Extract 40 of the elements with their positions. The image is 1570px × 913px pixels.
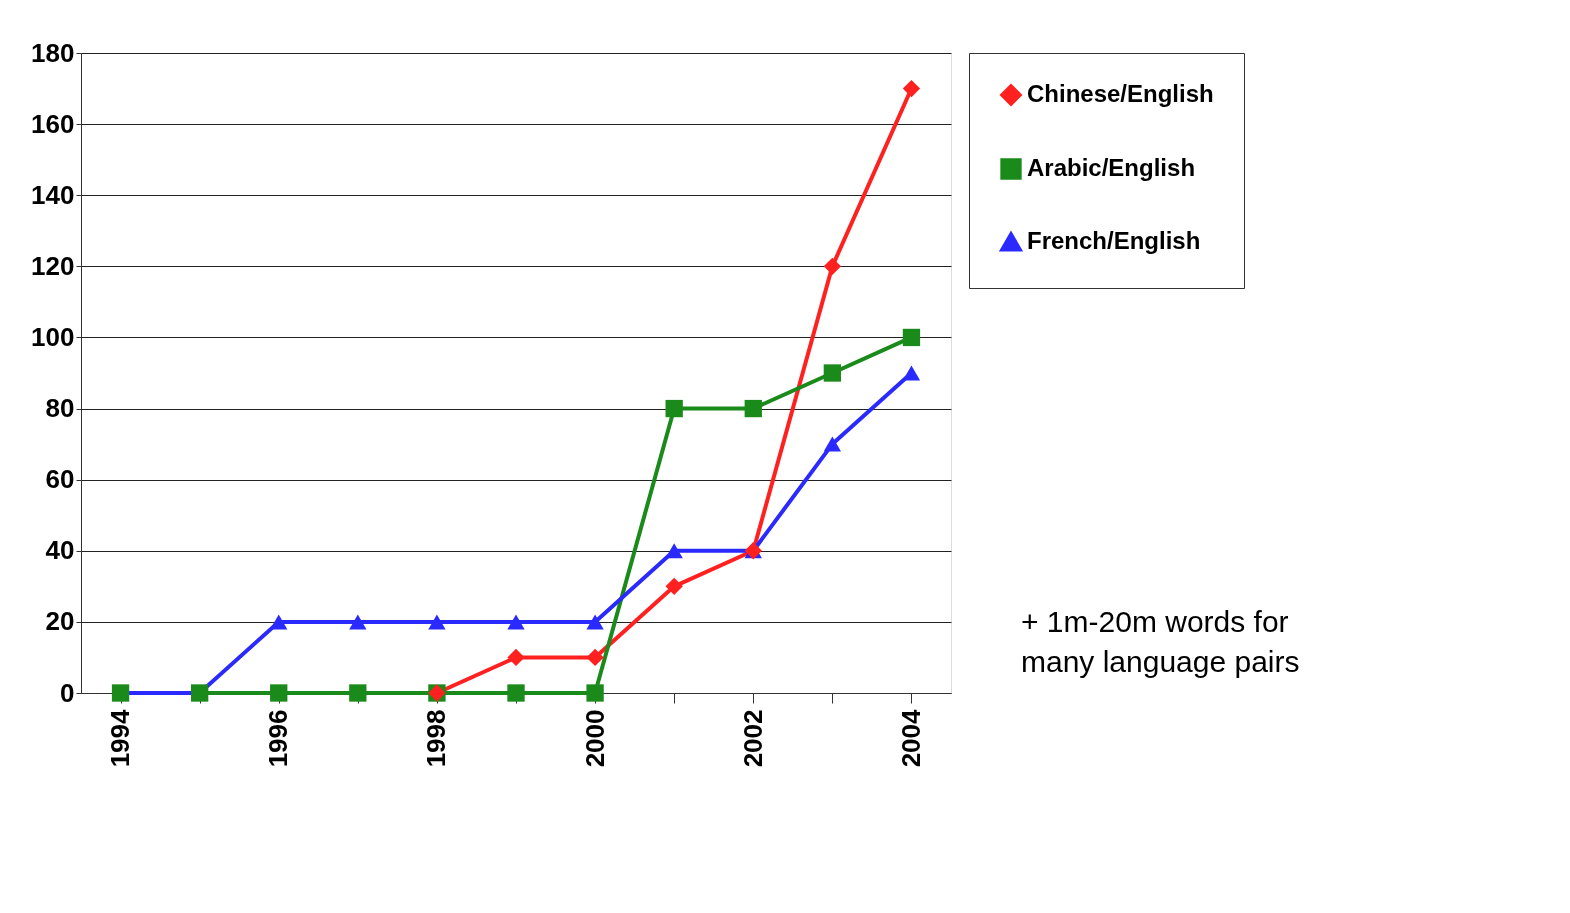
point bbox=[349, 614, 367, 630]
x-tick-label: 1996 bbox=[263, 709, 294, 768]
y-tick-label: 60 bbox=[45, 464, 75, 495]
point bbox=[744, 399, 762, 418]
point bbox=[586, 648, 604, 667]
point bbox=[428, 614, 446, 630]
y-tick-label: 140 bbox=[31, 179, 75, 210]
point bbox=[507, 614, 525, 630]
point bbox=[586, 684, 604, 702]
y-tick-label: 20 bbox=[45, 606, 75, 637]
point bbox=[507, 684, 525, 702]
legend-label: Chinese/English bbox=[1027, 80, 1214, 107]
x-tick-label: 2000 bbox=[579, 709, 610, 768]
y-tick-label: 0 bbox=[60, 677, 75, 708]
point bbox=[270, 684, 288, 702]
x-tick-label: 2004 bbox=[895, 708, 926, 768]
y-tick-label: 120 bbox=[31, 250, 75, 281]
y-tick-label: 40 bbox=[45, 535, 75, 566]
y-tick-label: 100 bbox=[31, 321, 75, 352]
x-tick-label: 1994 bbox=[105, 708, 136, 768]
y-tick-label: 180 bbox=[31, 37, 75, 68]
point bbox=[823, 257, 842, 275]
point bbox=[902, 328, 921, 347]
legend-label: Arabic/English bbox=[1027, 154, 1196, 181]
y-tick-label: 160 bbox=[31, 108, 75, 139]
point bbox=[665, 543, 683, 559]
point bbox=[270, 614, 288, 630]
point bbox=[665, 399, 683, 418]
point bbox=[823, 364, 842, 382]
legend-label: French/English bbox=[1027, 227, 1201, 254]
point bbox=[507, 648, 525, 667]
point bbox=[665, 577, 683, 595]
y-tick-label: 80 bbox=[45, 393, 75, 424]
point bbox=[902, 79, 921, 98]
x-tick-label: 2002 bbox=[737, 709, 768, 768]
x-tick-label: 1998 bbox=[421, 709, 452, 768]
point bbox=[586, 614, 604, 630]
text: + 1m-20m words for many language pairs bbox=[1021, 605, 1300, 678]
point bbox=[349, 684, 367, 702]
point bbox=[823, 436, 842, 452]
